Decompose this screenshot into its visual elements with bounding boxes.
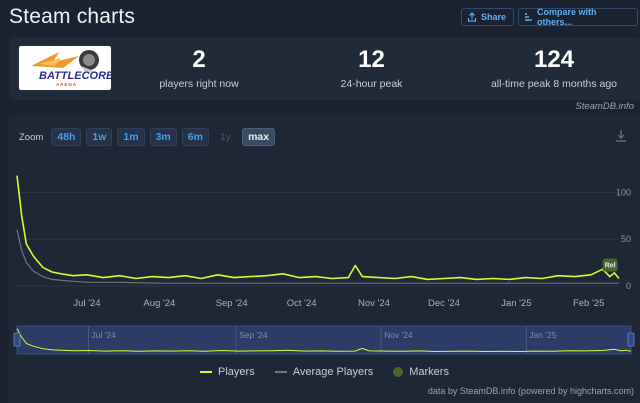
y-tick-label: 100 bbox=[616, 187, 631, 197]
x-tick-label: Sep '24 bbox=[216, 298, 248, 309]
chart-legend: Players Average Players Markers bbox=[9, 366, 640, 378]
x-tick-label: Nov '24 bbox=[358, 298, 390, 309]
x-tick-label: Feb '25 bbox=[573, 298, 604, 309]
x-tick-label: Aug '24 bbox=[143, 298, 175, 309]
x-tick-label: Dec '24 bbox=[428, 298, 460, 309]
top-bar: Steam charts Share Compare with others..… bbox=[0, 0, 640, 34]
navigator-players-line bbox=[16, 328, 632, 353]
zoom-1w-button[interactable]: 1w bbox=[86, 128, 113, 146]
navigator-tick-label: Sep '24 bbox=[239, 330, 268, 340]
y-tick-label: 50 bbox=[621, 234, 631, 244]
zoom-label: Zoom bbox=[19, 131, 44, 143]
stat-value: 124 bbox=[533, 46, 575, 73]
players-line bbox=[16, 175, 620, 281]
navigator-tick-label: Jan '25 bbox=[529, 330, 556, 340]
share-button[interactable]: Share bbox=[461, 8, 514, 26]
average-players-line bbox=[16, 229, 619, 284]
zoom-1m-button[interactable]: 1m bbox=[117, 128, 145, 146]
players-swatch bbox=[200, 371, 213, 373]
stat-label: all-time peak 8 months ago bbox=[490, 78, 618, 90]
zoom-3m-button[interactable]: 3m bbox=[149, 128, 177, 146]
legend-markers-label: Markers bbox=[409, 366, 449, 378]
share-label: Share bbox=[481, 12, 507, 22]
svg-text:ARENA: ARENA bbox=[56, 82, 77, 87]
stats-panel: BATTLECORE ARENA 2 players right now 12 … bbox=[9, 37, 640, 100]
legend-markers[interactable]: Markers bbox=[393, 366, 449, 378]
legend-players-label: Players bbox=[218, 366, 255, 378]
x-tick-label: Jul '24 bbox=[73, 298, 100, 309]
stat-current-players: 2 players right now bbox=[129, 46, 269, 91]
marker-flag bbox=[602, 258, 618, 272]
navigator-tick-label: Jul '24 bbox=[91, 330, 116, 340]
svg-text:BATTLECORE: BATTLECORE bbox=[39, 70, 111, 82]
zoom-6m-button[interactable]: 6m bbox=[181, 128, 209, 146]
compare-label: Compare with others... bbox=[537, 7, 597, 27]
legend-average-label: Average Players bbox=[292, 366, 374, 378]
stat-24h-peak: 12 24-hour peak bbox=[309, 46, 434, 91]
zoom-1y-button: 1y bbox=[219, 131, 232, 143]
player-chart: 0 50 100 Jul '24 Aug '24 Sep '24 Oct '24 Nov '2… bbox=[13, 175, 635, 355]
marker-label: Rel bbox=[605, 263, 616, 270]
stat-label: 24-hour peak bbox=[340, 78, 403, 90]
stat-value: 2 bbox=[192, 46, 206, 73]
compare-icon bbox=[525, 13, 532, 21]
x-tick-label: Oct '24 bbox=[287, 298, 317, 309]
source-credit: SteamDB.info bbox=[575, 101, 634, 112]
navigator-handle[interactable] bbox=[627, 332, 635, 347]
stat-label: players right now bbox=[159, 78, 239, 90]
navigator-tick-label: Nov '24 bbox=[384, 330, 413, 340]
chart-credit: data by SteamDB.info (powered by highcha… bbox=[427, 386, 634, 396]
game-logo: BATTLECORE ARENA bbox=[19, 46, 111, 90]
markers-swatch bbox=[393, 367, 404, 377]
navigator-handle[interactable] bbox=[13, 332, 21, 347]
x-tick-label: Jan '25 bbox=[501, 298, 531, 309]
share-icon bbox=[467, 12, 477, 22]
chart-panel: Zoom 48h 1w 1m 3m 6m 1y max 0 50 100 Jul '2… bbox=[9, 114, 640, 403]
zoom-max-button[interactable]: max bbox=[242, 128, 276, 146]
stat-all-time-peak: 124 all-time peak 8 months ago bbox=[469, 46, 639, 91]
legend-average[interactable]: Average Players bbox=[274, 366, 374, 378]
navigator-window bbox=[16, 325, 632, 355]
compare-button[interactable]: Compare with others... bbox=[518, 7, 638, 27]
page-title: Steam charts bbox=[9, 5, 136, 28]
zoom-48h-button[interactable]: 48h bbox=[51, 128, 82, 146]
average-swatch bbox=[274, 371, 287, 373]
download-icon[interactable] bbox=[615, 129, 627, 143]
zoom-controls: Zoom 48h 1w 1m 3m 6m 1y max bbox=[19, 128, 276, 146]
stat-value: 12 bbox=[358, 46, 385, 73]
legend-players[interactable]: Players bbox=[200, 366, 255, 378]
y-tick-label: 0 bbox=[626, 281, 631, 291]
